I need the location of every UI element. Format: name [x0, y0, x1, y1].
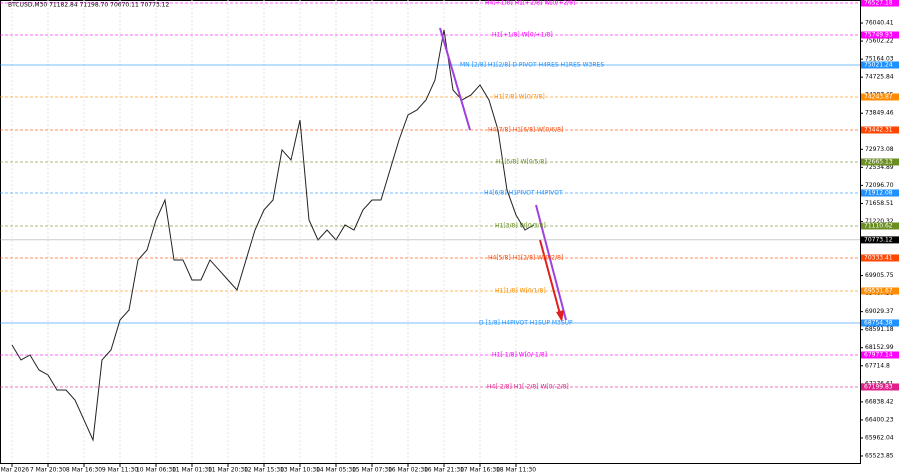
y-tick-label: 68152.99 [865, 344, 894, 351]
level-price-box [861, 351, 899, 359]
y-tick-label: 75164.03 [865, 56, 894, 63]
level-label: H1[1/8] W[0/1/8] [495, 287, 546, 294]
y-tick-label: 72973.08 [865, 146, 894, 153]
y-tick-label: 71220.32 [865, 218, 894, 225]
y-tick-label: 72096.70 [865, 182, 894, 189]
chart-title: BTCUSD,M30 71182.84 71198.70 70670.11 70… [8, 2, 169, 9]
level-price: 68754.38 [864, 319, 893, 326]
level-price: 74243.87 [864, 93, 893, 100]
level-price: 72665.13 [864, 158, 893, 165]
level-label: H4[7/8] H1[6/8] W[0/6/8] [488, 126, 563, 133]
level-label: D [1/8] H4PIVOT H1SUP M3SUP [479, 319, 573, 326]
level-price-box [861, 158, 899, 166]
level-price: 71110.62 [864, 222, 893, 229]
level-price: 70333.41 [864, 254, 893, 261]
level-label: H1[-1/8] W[0/-1/8] [492, 351, 547, 358]
level-label: H4[-2/8] H1[-2/8] W[0/-2/8] [487, 383, 569, 390]
y-tick-label: 65523.85 [865, 452, 894, 459]
x-tick-label: 10 Mar 06:30 [136, 467, 176, 474]
level-label: H4[+1/8] H1[+2/8] W[0/+2/8] [485, 0, 575, 6]
y-tick-label: 68591.18 [865, 326, 894, 333]
level-price-box [861, 189, 899, 197]
x-tick-label: 16 Mar 21:30 [424, 467, 464, 474]
level-label: H1[5/8] W[0/5/8] [496, 158, 547, 165]
level-price-box [861, 319, 899, 327]
level-price: 67199.83 [864, 383, 893, 390]
level-price-box [861, 31, 899, 39]
trend-annotation [439, 27, 471, 131]
x-tick-label: 13 Mar 10:30 [280, 467, 320, 474]
x-tick-label: 11 Mar 20:30 [208, 467, 248, 474]
y-tick-label: 76040.41 [865, 20, 894, 27]
y-tick-label: 67714.8 [865, 362, 890, 369]
y-tick-label: 69905.75 [865, 272, 894, 279]
x-tick-label: 8 Mar 16:30 [66, 467, 102, 474]
forecast-arrow-head [556, 310, 564, 322]
level-label: H1[3/8] W[0/3/8] [495, 222, 546, 229]
trend-annotation [535, 204, 567, 321]
level-label: H4[6/8] H1PIVOT H4PIVOT [484, 189, 563, 196]
x-tick-label: 14 Mar 05:30 [316, 467, 356, 474]
y-tick-label: 72534.89 [865, 164, 894, 171]
x-tick-label: 11 Mar 01:30 [172, 467, 212, 474]
y-tick-label: 75602.22 [865, 38, 894, 45]
level-price: 75021.24 [864, 61, 893, 68]
level-price-box [861, 93, 899, 101]
level-price-box [861, 126, 899, 134]
y-tick-label: 65962.04 [865, 434, 894, 441]
level-label: MN [2/8] H1[2/8] D PIVOT H4RES H1RES W3R… [460, 61, 604, 68]
y-tick-label: 71658.51 [865, 200, 894, 207]
level-price: 71912.08 [864, 189, 893, 196]
level-price: 69531.67 [864, 287, 893, 294]
y-tick-label: 69029.37 [865, 308, 894, 315]
x-tick-label: 6 Mar 2026 [0, 467, 29, 474]
level-price: 67977.14 [864, 351, 893, 358]
y-tick-label: 66838.42 [865, 398, 894, 405]
x-tick-label: 9 Mar 11:30 [102, 467, 138, 474]
x-tick-label: 12 Mar 15:30 [244, 467, 284, 474]
level-price-box [861, 61, 899, 69]
level-price-box [861, 254, 899, 262]
level-label: H4[5/8] H1[2/8] W[0/2/8] [488, 254, 563, 261]
x-tick-label: 16 Mar 02:30 [388, 467, 428, 474]
level-price-box [861, 0, 899, 7]
forecast-arrow [539, 239, 561, 315]
level-price-box [861, 287, 899, 295]
level-price-box [861, 383, 899, 391]
plot-frame [0, 0, 861, 464]
level-price-box [861, 222, 899, 230]
x-tick-label: 7 Mar 20:30 [30, 467, 66, 474]
x-tick-label: 18 Mar 11:30 [496, 467, 536, 474]
current-price-box [861, 236, 899, 244]
level-price: 76527.18 [864, 0, 893, 6]
level-price: 73442.31 [864, 126, 893, 133]
y-tick-label: 74725.84 [865, 74, 894, 81]
level-price: 75749.93 [864, 31, 893, 38]
current-price: 70773.12 [864, 236, 893, 243]
level-label: H1[7/8] W[0/7/8] [494, 93, 545, 100]
x-tick-label: 17 Mar 16:30 [460, 467, 500, 474]
y-tick-label: 73849.46 [865, 110, 894, 117]
y-tick-label: 66400.23 [865, 416, 894, 423]
level-label: H1[+1/8] W[0/+1/8] [492, 31, 553, 38]
x-tick-label: 15 Mar 07:30 [352, 467, 392, 474]
